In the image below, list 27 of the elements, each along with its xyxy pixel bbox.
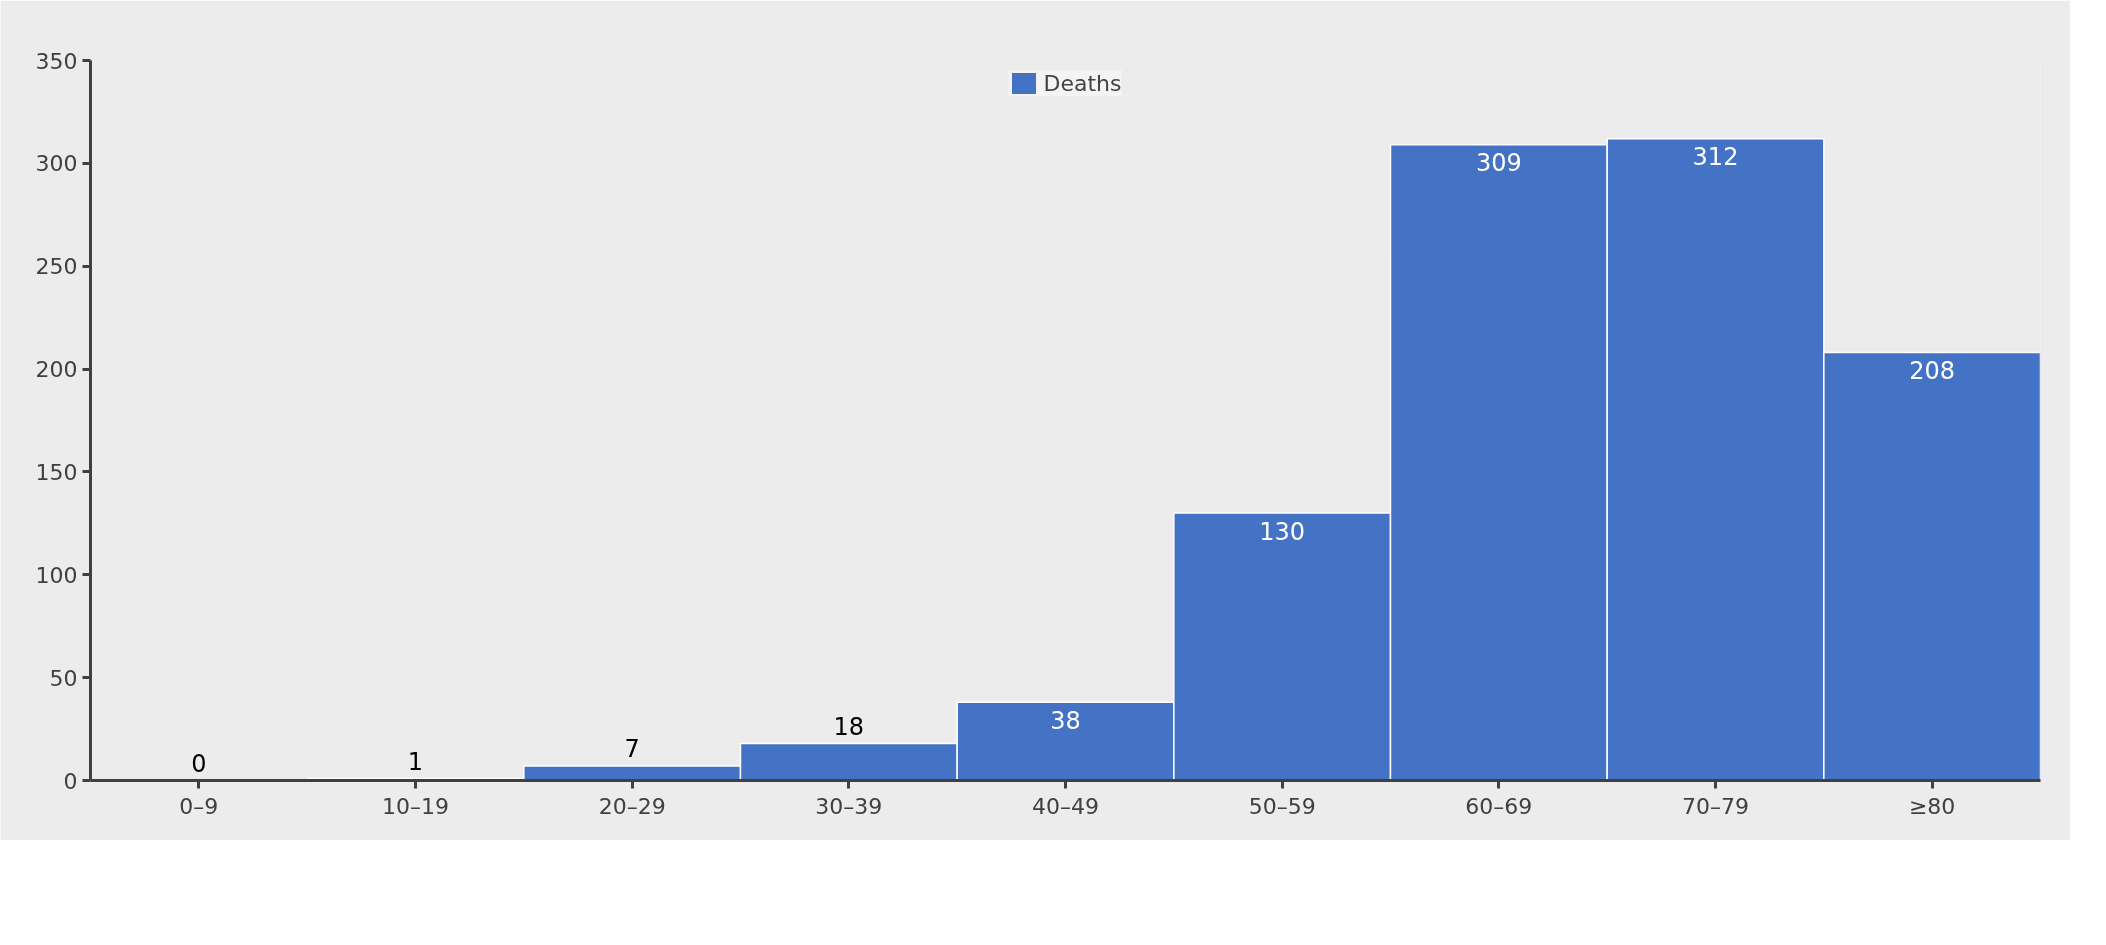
data-label: 38 bbox=[1050, 706, 1081, 735]
y-tick-label: 150 bbox=[35, 459, 78, 485]
x-tick-label: 0–9 bbox=[179, 793, 219, 819]
y-tick-label: 200 bbox=[35, 357, 78, 383]
x-tick-label: 70–79 bbox=[1682, 793, 1750, 819]
y-tick-label: 350 bbox=[35, 48, 78, 74]
x-tick-label: 60–69 bbox=[1465, 793, 1533, 819]
data-label: 130 bbox=[1259, 517, 1306, 546]
data-label: 18 bbox=[833, 712, 865, 741]
data-label: 7 bbox=[624, 735, 640, 764]
y-tick-label: 100 bbox=[35, 562, 78, 588]
x-tick-label: 30–39 bbox=[815, 793, 883, 819]
legend-label: Deaths bbox=[1043, 70, 1122, 96]
y-tick-label: 300 bbox=[35, 151, 78, 177]
data-label: 312 bbox=[1692, 143, 1739, 172]
y-tick-label: 250 bbox=[35, 254, 78, 280]
x-tick-label: 10–19 bbox=[382, 793, 450, 819]
data-label: 309 bbox=[1475, 149, 1522, 178]
data-label: 1 bbox=[407, 747, 424, 776]
x-tick-label: 50–59 bbox=[1248, 793, 1316, 819]
x-tick-label: 40–49 bbox=[1032, 793, 1100, 819]
y-tick-label: 0 bbox=[63, 768, 78, 794]
y-tick-label: 50 bbox=[49, 665, 78, 691]
x-tick-label: 20–29 bbox=[598, 793, 666, 819]
x-tick-label: ≥80 bbox=[1908, 793, 1956, 819]
data-label: 0 bbox=[191, 749, 207, 778]
data-label: 208 bbox=[1909, 357, 1956, 386]
